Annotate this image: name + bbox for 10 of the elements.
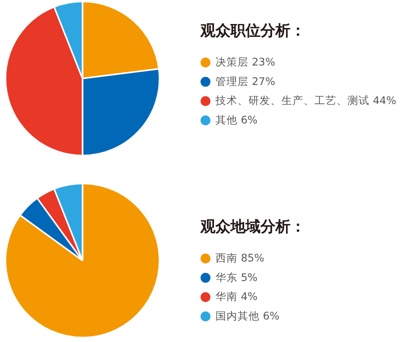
legend-label: 其他 6%	[216, 113, 258, 126]
legend-label: 华南 4%	[216, 290, 258, 304]
slice-label: 西南 85%	[216, 252, 264, 264]
legend-label: 华东 5%	[216, 270, 258, 284]
legend-label: 技术、研发、生产、工艺、测试 44%	[214, 94, 396, 108]
text: 观众职位分析：	[200, 22, 306, 40]
legend-label: 管理层 27%	[216, 76, 276, 88]
text: 观众地域分析：	[200, 218, 306, 236]
legend-label: 决策层 23%	[216, 56, 276, 68]
legend-label: 国内其他 6%	[216, 309, 280, 322]
